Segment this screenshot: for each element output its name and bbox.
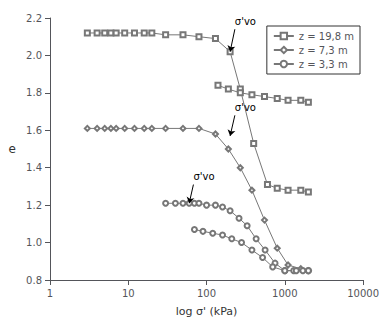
svg-text:1.2: 1.2 (26, 200, 42, 211)
svg-text:1.8: 1.8 (26, 87, 42, 98)
svg-text:1: 1 (47, 288, 53, 299)
svg-text:z = 7,3 m: z = 7,3 m (299, 45, 348, 56)
svg-text:1.0: 1.0 (26, 237, 42, 248)
svg-text:2.0: 2.0 (26, 50, 42, 61)
svg-text:σ'vo: σ'vo (235, 16, 256, 27)
svg-text:1000: 1000 (272, 288, 297, 299)
svg-text:1.6: 1.6 (26, 125, 42, 136)
svg-text:2.2: 2.2 (26, 13, 42, 24)
svg-text:z = 19,8 m: z = 19,8 m (299, 31, 354, 42)
svg-text:z = 3,3 m: z = 3,3 m (299, 59, 348, 70)
svg-text:e: e (9, 142, 16, 156)
svg-text:100: 100 (197, 288, 216, 299)
svg-text:10: 10 (122, 288, 135, 299)
svg-text:σ'vo: σ'vo (193, 171, 214, 182)
svg-text:10000: 10000 (347, 288, 379, 299)
svg-text:0.8: 0.8 (26, 275, 42, 286)
svg-text:σ'vo: σ'vo (235, 102, 256, 113)
svg-text:log σ' (kPa): log σ' (kPa) (176, 305, 238, 318)
svg-text:1.4: 1.4 (26, 162, 42, 173)
